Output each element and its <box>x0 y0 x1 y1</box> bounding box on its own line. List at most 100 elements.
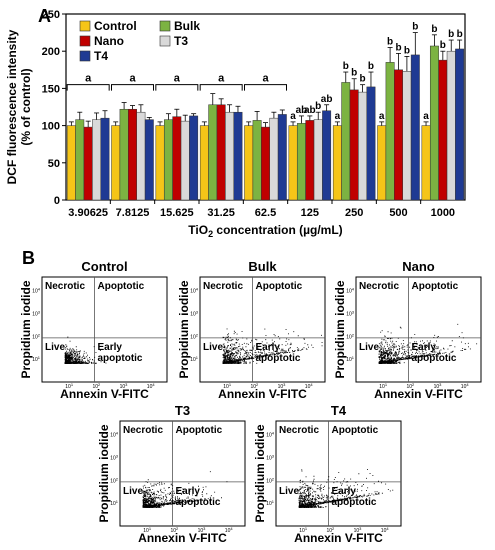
significance-letter: b <box>360 74 366 85</box>
x-tick-label: 31.25 <box>207 207 235 219</box>
x-axis-label: Annexin V-FITC <box>374 387 463 401</box>
x-tick-label: 102 <box>406 382 415 390</box>
dot-plot-frame <box>275 420 402 527</box>
y-tick-label: 101 <box>110 499 119 507</box>
panel-b-label: B <box>22 248 35 268</box>
bar <box>402 71 412 201</box>
dot-plot-frame <box>41 276 168 383</box>
quadrant-label-early: Early <box>98 342 123 353</box>
bar <box>261 126 270 201</box>
y-tick-label: 103 <box>32 310 41 318</box>
significance-letter: ab <box>321 94 333 105</box>
bar <box>296 123 306 201</box>
bar <box>332 125 342 201</box>
bar <box>119 108 129 201</box>
quadrant-label-apoptotic: Apoptotic <box>332 425 379 436</box>
bar <box>358 91 368 201</box>
x-tick-label: 101 <box>379 382 388 390</box>
y-tick-label: 103 <box>110 454 119 462</box>
bar <box>163 119 173 201</box>
bar <box>366 86 376 201</box>
dot-plot-frame <box>199 276 326 383</box>
significance-letter: b <box>412 22 418 33</box>
bar <box>455 48 465 201</box>
legend-swatch <box>79 35 91 47</box>
quadrant-label-early: Early <box>332 486 357 497</box>
bar <box>92 119 102 201</box>
x-tick-label: 102 <box>326 526 335 534</box>
significance-letter: b <box>448 29 454 40</box>
quadrant-label-early-apoptotic: apoptotic <box>332 497 377 508</box>
significance-bracket <box>66 84 110 91</box>
significance-letter: b <box>343 61 349 72</box>
quadrant-label-necrotic: Necrotic <box>359 281 399 292</box>
bar <box>349 89 359 201</box>
x-tick-label: 125 <box>301 207 319 219</box>
x-tick-label: 7.8125 <box>116 207 150 219</box>
x-tick-label: 103 <box>354 526 363 534</box>
quadrant-label-early-apoptotic: apoptotic <box>412 353 457 364</box>
x-tick-label: 250 <box>345 207 363 219</box>
x-tick-label: 101 <box>299 526 308 534</box>
y-tick-label: 101 <box>32 355 41 363</box>
y-tick-label: 100 <box>42 121 60 133</box>
y-tick-label: 250 <box>42 9 60 21</box>
y-tick-label: 102 <box>190 332 199 340</box>
x-tick-label: 101 <box>143 526 152 534</box>
significance-letter: ab <box>304 105 316 116</box>
y-axis-label-units: (% of control) <box>19 68 33 145</box>
bar <box>233 111 243 201</box>
x-tick-label: 104 <box>147 382 156 390</box>
bar <box>172 116 182 201</box>
significance-letter: a <box>290 111 296 122</box>
legend-label: Bulk <box>174 19 200 33</box>
bar <box>394 69 403 201</box>
y-tick-label: 101 <box>346 355 355 363</box>
bar <box>111 125 121 201</box>
legend-label: Control <box>94 19 137 33</box>
panel-a: A 0 50 100 150 200 250 3.90625 7.8125 15.625 31.2… <box>5 6 466 239</box>
legend-label: T4 <box>94 49 108 63</box>
significance-letter: b <box>431 24 437 35</box>
event-dots <box>64 336 107 364</box>
y-axis-label: Propidium iodide <box>19 280 33 378</box>
significance-letter: ab <box>296 105 308 116</box>
significance-letter: a <box>129 73 136 85</box>
x-axis-label: Annexin V-FITC <box>294 531 383 545</box>
dot-plot-title: Nano <box>402 259 435 274</box>
x-tick-label: 104 <box>225 526 234 534</box>
quadrant-label-necrotic: Necrotic <box>45 281 85 292</box>
quadrant-label-live: Live <box>279 486 299 497</box>
x-axis-label: Annexin V-FITC <box>218 387 307 401</box>
bar <box>244 125 254 201</box>
quadrant-label-apoptotic: Apoptotic <box>176 425 223 436</box>
bar <box>341 82 351 201</box>
quadrant-label-live: Live <box>203 342 223 353</box>
x-tick-label: 15.625 <box>160 207 194 219</box>
significance-letter: a <box>423 111 429 122</box>
x-tick-label: 101 <box>65 382 74 390</box>
significance-letter: b <box>457 29 463 40</box>
bar <box>66 125 76 201</box>
y-tick-label: 50 <box>48 158 60 170</box>
bar <box>83 126 93 201</box>
legend-swatch <box>79 20 91 32</box>
bar <box>313 119 323 201</box>
bar <box>277 114 287 201</box>
x-tick-label: 102 <box>92 382 101 390</box>
bar <box>216 104 226 201</box>
bar <box>288 125 298 201</box>
x-tick-label: 62.5 <box>255 207 276 219</box>
x-tick-label: 500 <box>389 207 407 219</box>
quadrant-label-live: Live <box>123 486 143 497</box>
y-tick-label: 102 <box>266 476 275 484</box>
y-tick-label: 104 <box>266 431 275 439</box>
bar <box>100 117 110 201</box>
dot-plot-title: Control <box>81 259 127 274</box>
significance-letter: a <box>335 111 341 122</box>
event-dots <box>142 471 228 508</box>
